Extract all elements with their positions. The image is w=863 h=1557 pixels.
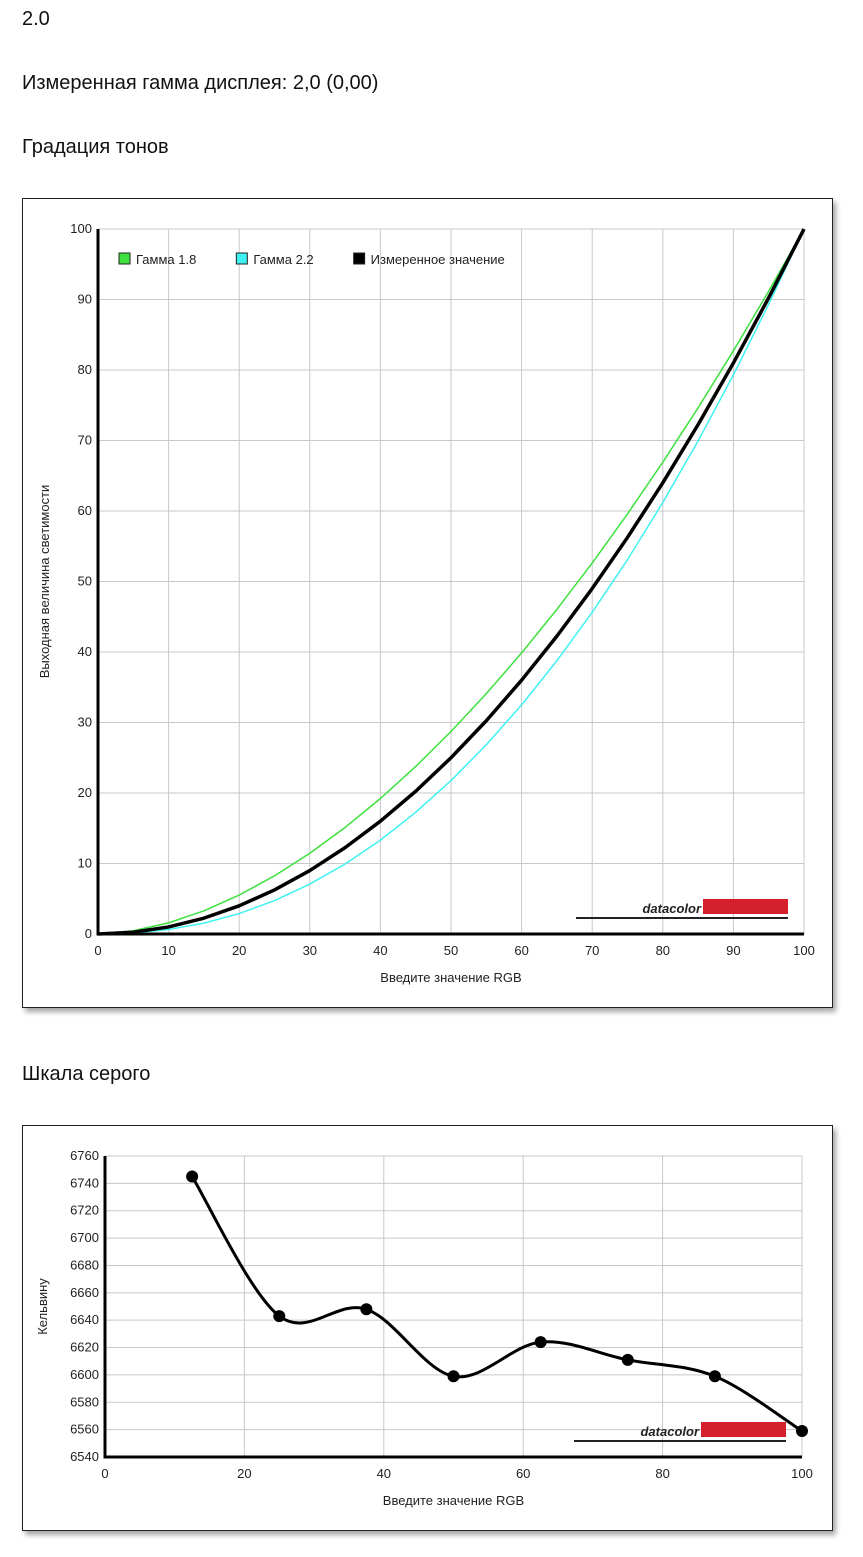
x-tick-label: 100 (791, 1466, 813, 1481)
legend-label: Гамма 2.2 (253, 252, 313, 267)
point (621, 1353, 634, 1366)
x-tick-label: 10 (161, 943, 175, 958)
x-tick-label: 40 (377, 1466, 391, 1481)
series-line (190, 1175, 803, 1433)
x-tick-label: 80 (656, 943, 670, 958)
x-tick-label: 100 (793, 943, 815, 958)
x-tick-label: 70 (585, 943, 599, 958)
legend-label: Гамма 1.8 (136, 252, 196, 267)
y-tick-label: 6700 (70, 1230, 99, 1245)
point (447, 1370, 460, 1383)
chart: 0 10 20 30 40 50 60 70 80 90 100 0 10 20 30 40 50 60 70 80 9… (37, 221, 815, 985)
section-heading: Градация тонов (22, 136, 169, 158)
y-tick-label: 6660 (70, 1285, 99, 1300)
point (796, 1425, 808, 1438)
x-tick-label: 60 (516, 1466, 530, 1481)
watermark-bar (703, 899, 788, 914)
series-line (97, 228, 806, 936)
y-tick-label: 6760 (70, 1148, 99, 1163)
y-axis-label: Выходная величина светимости (37, 485, 52, 679)
x-tick-label: 30 (303, 943, 317, 958)
y-tick-label: 80 (78, 362, 92, 377)
x-axis-label: Введите значение RGB (383, 1493, 524, 1508)
y-tick-label: 40 (78, 644, 92, 659)
legend-swatch (118, 252, 131, 265)
y-tick-label: 6740 (70, 1175, 99, 1190)
y-tick-label: 90 (78, 292, 92, 307)
x-tick-label: 80 (655, 1466, 669, 1481)
y-tick-label: 6680 (70, 1257, 99, 1272)
y-tick-label: 50 (78, 574, 92, 589)
y-tick-label: 30 (78, 715, 92, 730)
version: 2.0 (22, 8, 50, 30)
x-tick-label: 60 (514, 943, 528, 958)
x-tick-label: 50 (444, 943, 458, 958)
legend-swatch (353, 252, 366, 265)
y-tick-label: 6720 (70, 1203, 99, 1218)
point (534, 1336, 547, 1349)
chart-frame: 0 10 20 30 40 50 60 70 80 90 100 0 10 20 30 40 50 60 70 80 9… (22, 198, 833, 1008)
x-tick-label: 20 (232, 943, 246, 958)
x-tick-label: 0 (101, 1466, 108, 1481)
y-tick-label: 6640 (70, 1312, 99, 1327)
x-tick-label: 40 (373, 943, 387, 958)
y-tick-label: 10 (78, 856, 92, 871)
point (186, 1170, 199, 1183)
section-heading: Шкала серого (22, 1063, 151, 1085)
y-tick-label: 100 (70, 221, 92, 236)
point (708, 1370, 721, 1383)
point (273, 1310, 286, 1323)
measured-gamma: Измеренная гамма дисплея: 2,0 (0,00) (22, 72, 379, 94)
y-tick-label: 6560 (70, 1422, 99, 1437)
y-tick-label: 0 (85, 926, 92, 941)
x-tick-label: 20 (237, 1466, 251, 1481)
y-tick-label: 60 (78, 503, 92, 518)
y-tick-label: 20 (78, 785, 92, 800)
series-line (97, 228, 805, 935)
y-tick-label: 6540 (70, 1449, 99, 1464)
chart-frame: 6540 6560 6580 6600 6620 6640 6660 6680 6700 6720… (22, 1125, 833, 1531)
y-tick-label: 6600 (70, 1367, 99, 1382)
y-tick-label: 70 (78, 433, 92, 448)
x-tick-label: 0 (94, 943, 101, 958)
y-axis-label: Кельвину (35, 1278, 50, 1335)
point (360, 1303, 373, 1316)
x-tick-label: 90 (726, 943, 740, 958)
x-axis-label: Введите значение RGB (380, 970, 521, 985)
y-tick-label: 6580 (70, 1394, 99, 1409)
series-line (97, 228, 805, 935)
legend-swatch (235, 252, 248, 265)
watermark: datacolor (640, 1424, 699, 1439)
y-tick-label: 6620 (70, 1340, 99, 1355)
watermark-bar (701, 1422, 786, 1437)
chart: 6540 6560 6580 6600 6620 6640 6660 6680 6700 6720… (35, 1148, 813, 1508)
watermark: datacolor (642, 901, 701, 916)
legend-label: Измеренное значение (371, 252, 505, 267)
